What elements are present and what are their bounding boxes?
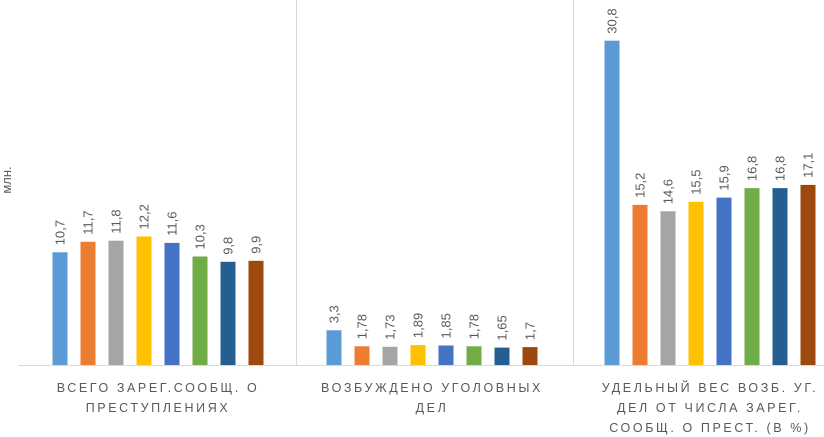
data-label-g3-s7: 16,8 [773,156,788,181]
data-label-g2-s1: 3,3 [327,305,342,323]
category-label-2-line-2: ДЕЛ [416,401,449,415]
bar-g3-s8 [800,184,816,365]
bar-g1-s4 [136,236,152,365]
bar-g1-s1 [52,252,68,365]
bar-g2-s8 [522,347,538,365]
bar-g1-s6 [192,256,208,365]
bar-g1-s7 [220,261,236,365]
bar-g3-s6 [744,188,760,365]
bar-g3-s4 [688,201,704,365]
bars [52,40,816,365]
data-label-g3-s8: 17,1 [801,153,816,178]
data-labels: 10,7 11,7 11,8 12,2 11,6 10,3 9,8 9,9 3,3 1,78 1,7… [53,8,816,340]
category-label-1-line-1: ВСЕГО ЗАРЕГ.СООБЩ. О [57,381,260,395]
data-label-g1-s8: 9,9 [249,236,264,254]
data-label-g3-s2: 15,2 [633,173,648,198]
data-label-g1-s2: 11,7 [81,210,96,234]
bar-g2-s2 [354,346,370,365]
category-label-1-line-2: ПРЕСТУПЛЕНИЯХ [86,401,231,415]
data-label-g3-s5: 15,9 [717,165,732,190]
data-label-g1-s1: 10,7 [53,220,68,245]
bar-g2-s1 [326,330,342,365]
data-label-g3-s3: 14,6 [661,179,676,204]
category-labels: ВСЕГО ЗАРЕГ.СООБЩ. О ПРЕСТУПЛЕНИЯХ ВОЗБУЖД… [57,380,819,435]
bar-g2-s5 [438,345,454,365]
bar-g3-s2 [632,204,648,365]
bar-g1-s8 [248,260,264,365]
data-label-g2-s7: 1,65 [495,315,510,340]
data-label-g2-s5: 1,85 [439,313,454,338]
data-label-g2-s8: 1,7 [523,322,538,340]
data-label-g2-s4: 1,89 [411,313,426,338]
category-label-2-line-1: ВОЗБУЖДЕНО УГОЛОВНЫХ [321,381,543,395]
category-label-3-line-3: СООБЩ. О ПРЕСТ. (В %) [609,421,811,435]
data-label-g2-s3: 1,73 [383,314,398,339]
bar-g1-s3 [108,240,124,365]
data-label-g1-s3: 11,8 [109,209,124,233]
data-label-g2-s2: 1,78 [355,314,370,339]
category-label-3-line-1: УДЕЛЬНЫЙ ВЕС ВОЗБ. УГ. [602,380,819,395]
data-label-g1-s7: 9,8 [221,237,236,255]
data-label-g2-s6: 1,78 [467,314,482,339]
bar-g1-s5 [164,242,180,365]
bar-g3-s5 [716,197,732,365]
bar-g2-s4 [410,345,426,365]
group-dividers [296,0,574,365]
data-label-g3-s6: 16,8 [745,156,760,181]
data-label-g1-s4: 12,2 [137,204,152,229]
bar-g2-s7 [494,347,510,365]
bar-g1-s2 [80,241,96,365]
bar-g3-s7 [772,188,788,365]
bar-g2-s3 [382,346,398,365]
bar-g3-s1 [604,40,620,365]
bar-g3-s3 [660,211,676,365]
data-label-g3-s4: 15,5 [689,169,704,194]
category-label-3-line-2: ДЕЛ ОТ ЧИСЛА ЗАРЕГ. [617,401,803,415]
data-label-g1-s6: 10,3 [193,224,208,249]
data-label-g1-s5: 11,6 [165,212,180,236]
bar-g2-s6 [466,346,482,365]
y-axis-title: млн. [0,166,14,193]
data-label-g3-s1: 30,8 [605,8,620,33]
